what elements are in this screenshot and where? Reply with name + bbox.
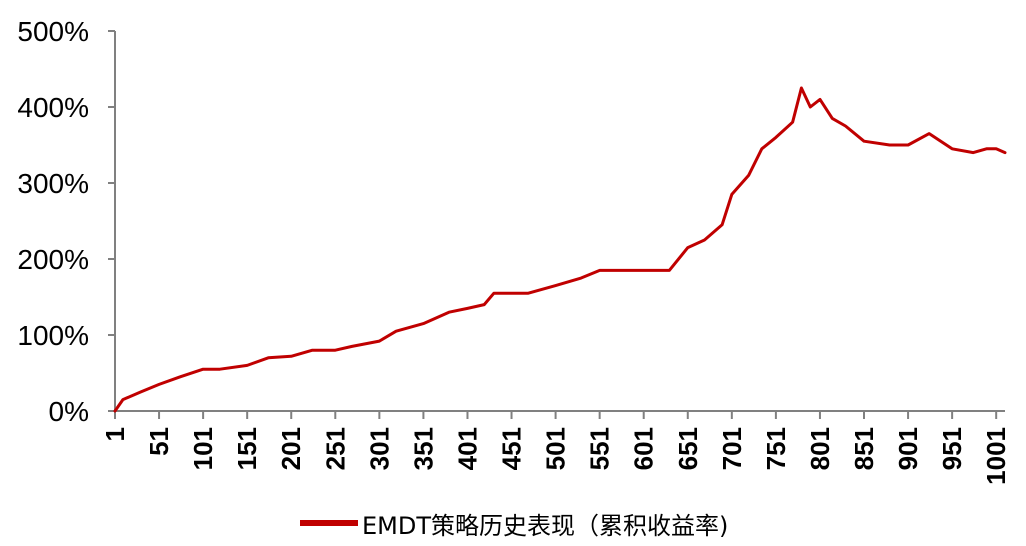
x-tick-label: 751 [761, 427, 791, 470]
x-tick-label: 401 [452, 427, 482, 470]
x-tick-label: 901 [893, 427, 923, 470]
x-tick-label: 801 [805, 427, 835, 470]
x-tick-label: 701 [717, 427, 747, 470]
x-tick-label: 51 [144, 427, 174, 456]
plot-area [113, 86, 1007, 413]
x-tick-label: 251 [320, 427, 350, 470]
y-tick-label: 100% [17, 320, 89, 351]
x-tick-label: 1001 [981, 427, 1011, 485]
legend: EMDT策略历史表现（累积收益率) [300, 506, 728, 540]
x-tick-label: 951 [937, 427, 967, 470]
x-tick-label: 101 [188, 427, 218, 470]
legend-swatch [300, 520, 358, 526]
x-tick-label: 1 [100, 427, 130, 441]
x-tick-label: 351 [408, 427, 438, 470]
y-tick-label: 500% [17, 16, 89, 47]
x-tick-label: 451 [497, 427, 527, 470]
y-tick-label: 400% [17, 92, 89, 123]
x-tick-label: 201 [276, 427, 306, 470]
y-tick-label: 0% [49, 396, 89, 427]
x-tick-label: 851 [849, 427, 879, 470]
x-tick-label: 651 [673, 427, 703, 470]
x-tick-label: 501 [541, 427, 571, 470]
x-tick-label: 551 [585, 427, 615, 470]
x-axis: 1 51 101 151 201 251 301 351 401 451 501 551 601 651 7… [100, 410, 1011, 485]
x-tick-label: 601 [629, 427, 659, 470]
y-tick-label: 300% [17, 168, 89, 199]
series-line [113, 86, 1007, 413]
y-tick-label: 200% [17, 244, 89, 275]
x-tick-label: 301 [364, 427, 394, 470]
y-axis: 0% 100% 200% 300% 400% 500% [17, 16, 116, 427]
x-tick-label: 151 [232, 427, 262, 470]
legend-label: EMDT策略历史表现（累积收益率) [362, 511, 729, 540]
